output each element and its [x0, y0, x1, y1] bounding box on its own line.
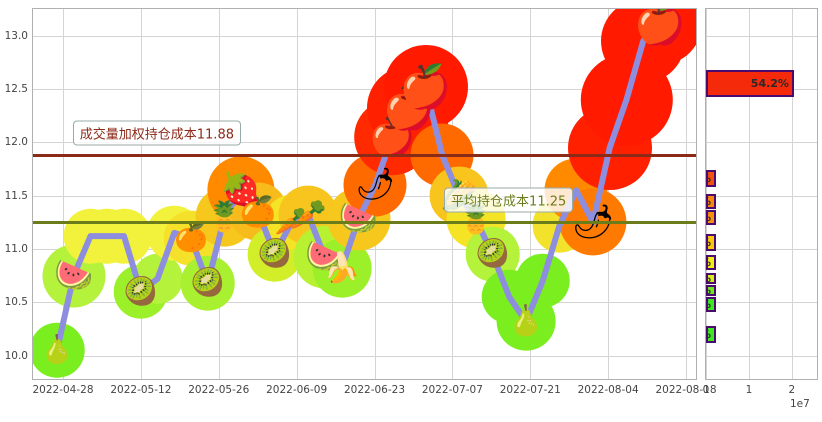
x-axis-tick-label: 2022-07-21 — [499, 384, 561, 396]
histogram-x-axis-tick-label: 1 — [745, 384, 753, 396]
gridline-vertical — [140, 9, 142, 379]
histogram-bar: 54.2% — [706, 70, 794, 98]
histogram-gridline-horizontal — [706, 302, 817, 304]
gridline-vertical — [686, 9, 687, 379]
histogram-bar: 5.1% — [706, 170, 716, 188]
histogram-exponent-label: 1e7 — [790, 398, 810, 410]
x-axis-tick-label: 2022-08-18 — [655, 384, 717, 396]
histogram-gridline-horizontal — [706, 248, 817, 250]
x-axis-tick-label: 2022-05-26 — [188, 384, 250, 396]
histogram-x-axis-tick-label: 0 — [702, 384, 710, 396]
gridline-horizontal — [33, 88, 696, 90]
cost-distribution-panel[interactable]: 54.2% 5.1% 3.6%3.3% 2.9% 2.4% 1.9%1.7%1.6% 1.5… — [705, 8, 818, 380]
histogram-bar: 2.4% — [706, 255, 716, 271]
reference-label-volume_weighted_cost: 成交量加权持仓成本11.88 — [72, 120, 241, 146]
histogram-bar: 1.7% — [706, 284, 716, 296]
histogram-bar: 1.5% — [706, 325, 716, 343]
histogram-bar: 1.9% — [706, 273, 716, 285]
gridline-horizontal — [33, 302, 696, 304]
histogram-bar: 3.3% — [706, 210, 716, 226]
gridline-horizontal — [33, 355, 696, 357]
y-axis-tick-label: 10.0 — [4, 349, 28, 362]
histogram-x-axis-tick-label: 2 — [788, 384, 796, 396]
y-axis-tick-label: 13.0 — [4, 29, 28, 42]
x-axis-tick-label: 2022-06-23 — [343, 384, 406, 396]
gridline-horizontal — [33, 35, 696, 37]
histogram-bar: 3.6% — [706, 194, 716, 210]
x-axis-tick-label: 2022-06-09 — [266, 384, 328, 396]
x-axis-tick-label: 2022-08-04 — [577, 384, 639, 396]
histogram-gridline-vertical — [706, 9, 707, 379]
histogram-gridline-vertical — [791, 9, 793, 379]
price-line — [54, 19, 663, 354]
histogram-gridline-vertical — [748, 9, 750, 379]
x-axis-tick-label: 2022-05-12 — [110, 384, 172, 396]
y-axis-tick-label: 12.0 — [4, 136, 28, 149]
histogram-gridline-horizontal — [706, 355, 817, 357]
x-axis-tick-label: 2022-07-07 — [421, 384, 483, 396]
reference-label-average_cost: 平均持仓成本11.25 — [444, 187, 574, 213]
reference-line-volume_weighted_cost — [33, 154, 696, 158]
histogram-bar: 2.9% — [706, 234, 716, 252]
y-axis-tick-label: 11.5 — [4, 189, 28, 202]
histogram-bar: 1.6% — [706, 296, 716, 312]
y-axis-tick-label: 11.0 — [4, 242, 28, 255]
x-axis-tick-label: 2022-04-28 — [32, 384, 94, 396]
y-axis-tick-label: 12.5 — [4, 82, 28, 95]
histogram-gridline-horizontal — [706, 35, 817, 37]
histogram-gridline-horizontal — [706, 195, 817, 197]
reference-line-average_cost — [33, 221, 696, 225]
gridline-vertical — [63, 9, 64, 379]
price-chart-panel[interactable]: 🍐🍉🥝🍊🥝🍍🍓🍊🥝🥕🥕🍉🍌🍉🌶🍎🍎🍎🌽🍍🥝🍐🌶🍎 成交量加权持仓成本11.88平… — [32, 8, 697, 380]
histogram-gridline-horizontal — [706, 142, 817, 144]
y-axis-tick-label: 10.5 — [4, 296, 28, 309]
